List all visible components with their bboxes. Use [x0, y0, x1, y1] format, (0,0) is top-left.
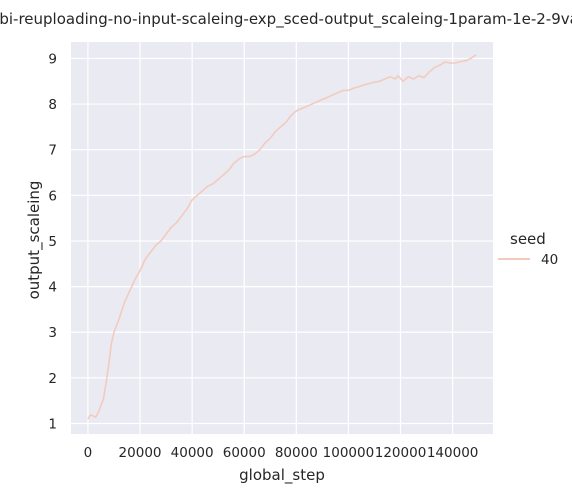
x-tick-labels: 0 20000 40000 60000 80000 100000 120000 140000 [84, 445, 479, 461]
x-tick-label: 60000 [223, 445, 266, 461]
x-tick-label: 140000 [427, 445, 479, 461]
y-tick-labels: 1 2 3 4 5 6 7 8 9 [48, 51, 57, 432]
chart-title: rbi-reuploading-no-input-scaleing-exp_sc… [0, 10, 572, 29]
y-axis-label: output_scaleing [25, 181, 44, 300]
y-tick-label: 7 [48, 143, 57, 159]
grid-lines [71, 42, 493, 434]
y-tick-label: 5 [48, 234, 57, 250]
x-tick-label: 20000 [119, 445, 162, 461]
y-tick-label: 4 [48, 280, 57, 296]
x-tick-label: 0 [84, 445, 93, 461]
y-tick-label: 9 [48, 51, 57, 67]
x-axis-label: global_step [239, 466, 325, 485]
series-layer [87, 54, 477, 420]
y-tick-label: 1 [48, 417, 57, 433]
y-tick-label: 6 [48, 188, 57, 204]
x-tick-label: 80000 [275, 445, 318, 461]
legend-title: seed [510, 230, 546, 248]
x-tick-label: 40000 [171, 445, 214, 461]
legend-label-40: 40 [541, 252, 558, 268]
y-tick-label: 8 [48, 97, 57, 113]
x-tick-label: 120000 [375, 445, 427, 461]
y-tick-label: 2 [48, 371, 57, 387]
plot-background [71, 42, 493, 434]
x-tick-label: 100000 [323, 445, 375, 461]
series-line-40 [87, 54, 477, 420]
legend: seed 40 [498, 230, 558, 268]
y-tick-label: 3 [48, 325, 57, 341]
